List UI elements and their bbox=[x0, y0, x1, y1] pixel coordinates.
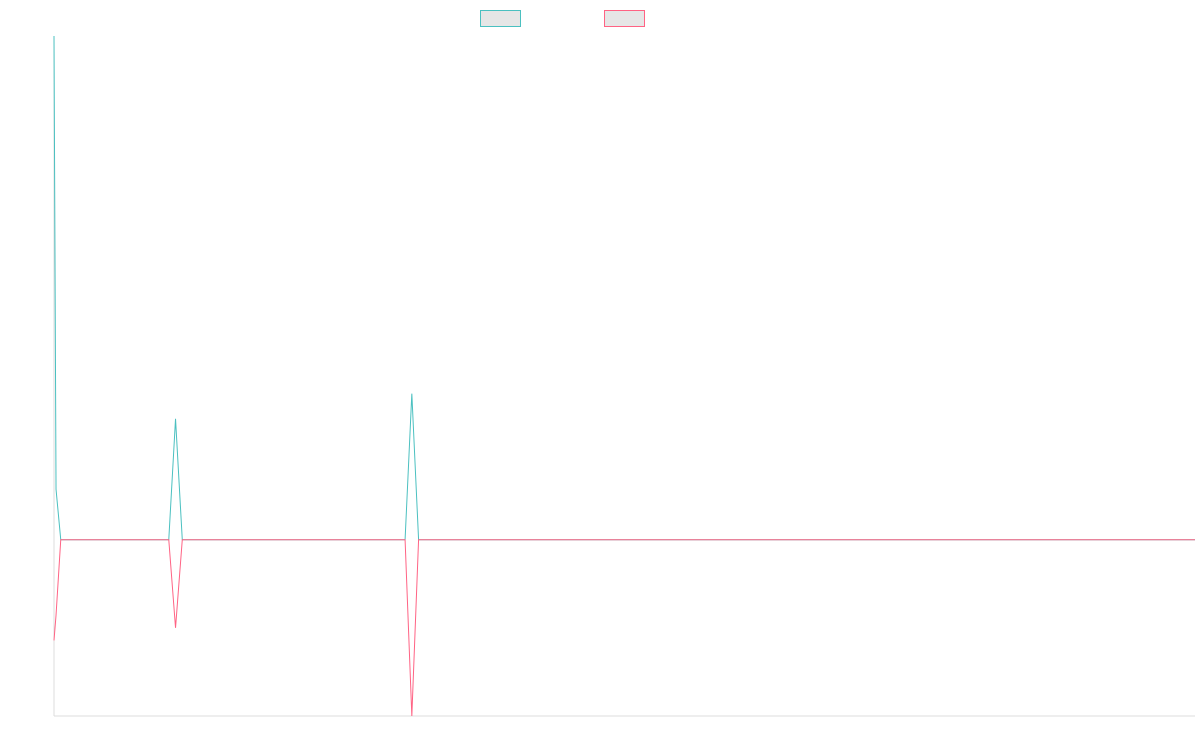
series-line-1 bbox=[53, 35, 1195, 541]
legend[interactable] bbox=[480, 10, 645, 27]
chart-axes bbox=[53, 36, 1195, 717]
legend-swatch-1[interactable] bbox=[480, 10, 521, 27]
chart-series bbox=[53, 35, 1195, 717]
legend-swatch-2[interactable] bbox=[604, 10, 645, 27]
series-line-2 bbox=[53, 539, 1195, 717]
